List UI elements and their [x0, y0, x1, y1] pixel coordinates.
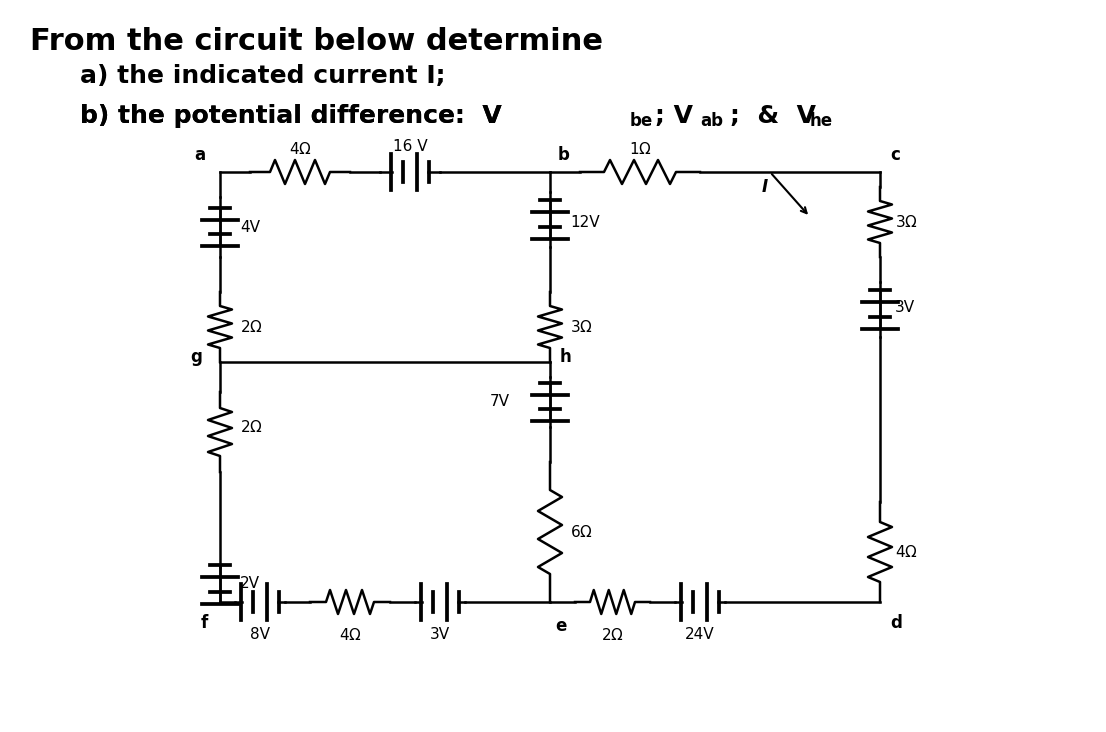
- Text: 24V: 24V: [686, 627, 714, 642]
- Text: b) the potential difference:  V: b) the potential difference: V: [80, 104, 502, 128]
- Text: 4$\Omega$: 4$\Omega$: [338, 627, 362, 643]
- Text: ab: ab: [700, 112, 723, 130]
- Text: From the circuit below determine: From the circuit below determine: [30, 27, 603, 56]
- Text: h: h: [560, 348, 572, 366]
- Text: 1$\Omega$: 1$\Omega$: [628, 141, 651, 157]
- Text: d: d: [890, 614, 901, 632]
- Text: 2$\Omega$: 2$\Omega$: [601, 627, 624, 643]
- Text: 4V: 4V: [240, 220, 260, 234]
- Text: 3$\Omega$: 3$\Omega$: [895, 214, 918, 230]
- Text: ; V: ; V: [655, 104, 693, 128]
- Text: I: I: [762, 178, 768, 196]
- Text: 16 V: 16 V: [393, 139, 427, 154]
- Text: ;  &  V: ; & V: [730, 104, 816, 128]
- Text: 12V: 12V: [570, 214, 599, 230]
- Text: g: g: [190, 348, 202, 366]
- Text: 6$\Omega$: 6$\Omega$: [570, 524, 593, 540]
- Text: 4$\Omega$: 4$\Omega$: [289, 141, 312, 157]
- Text: 2V: 2V: [240, 577, 260, 591]
- Text: 7V: 7V: [490, 395, 510, 409]
- Text: 3V: 3V: [430, 627, 450, 642]
- Text: e: e: [555, 617, 566, 635]
- Text: b: b: [559, 146, 570, 164]
- Text: f: f: [201, 614, 208, 632]
- Text: 2$\Omega$: 2$\Omega$: [240, 319, 263, 335]
- Text: 4$\Omega$: 4$\Omega$: [895, 544, 918, 560]
- Text: b) the potential difference:  V: b) the potential difference: V: [80, 104, 502, 128]
- Text: 8V: 8V: [250, 627, 270, 642]
- Text: be: be: [630, 112, 654, 130]
- Text: 2$\Omega$: 2$\Omega$: [240, 419, 263, 435]
- Text: c: c: [890, 146, 900, 164]
- Text: a: a: [194, 146, 205, 164]
- Text: he: he: [810, 112, 833, 130]
- Text: 3$\Omega$: 3$\Omega$: [570, 319, 593, 335]
- Text: 3V: 3V: [895, 299, 915, 315]
- Text: a) the indicated current I;: a) the indicated current I;: [80, 64, 446, 88]
